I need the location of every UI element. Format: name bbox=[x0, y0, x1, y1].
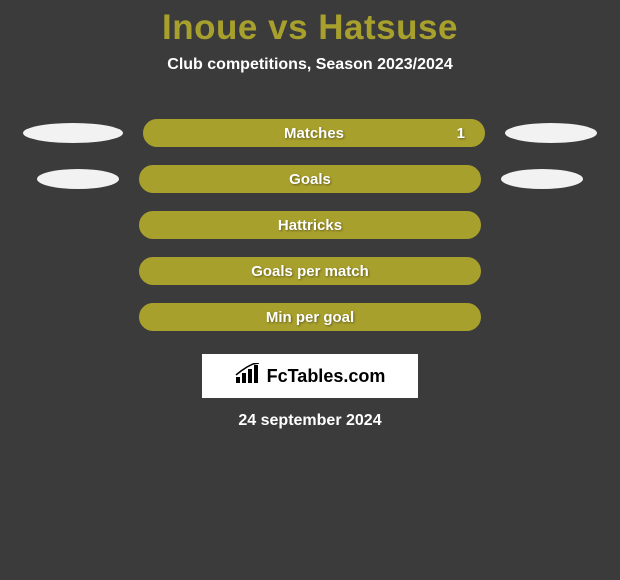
ellipse-right bbox=[501, 169, 583, 189]
date-text: 24 september 2024 bbox=[0, 412, 620, 430]
stat-label: Matches bbox=[284, 125, 344, 142]
stat-bar: Goals per match bbox=[139, 257, 481, 285]
stat-label: Hattricks bbox=[278, 217, 342, 234]
stat-row-min-per-goal: Min per goal bbox=[0, 294, 620, 340]
stat-bar: Hattricks bbox=[139, 211, 481, 239]
stat-row-hattricks: Hattricks bbox=[0, 202, 620, 248]
stat-bar: Min per goal bbox=[139, 303, 481, 331]
stat-bar: Matches 1 bbox=[143, 119, 485, 147]
comparison-infographic: Inoue vs Hatsuse Club competitions, Seas… bbox=[0, 0, 620, 580]
logo-box: FcTables.com bbox=[202, 354, 418, 398]
stat-label: Min per goal bbox=[266, 309, 354, 326]
stat-row-matches: Matches 1 bbox=[0, 110, 620, 156]
subtitle: Club competitions, Season 2023/2024 bbox=[0, 56, 620, 74]
page-title: Inoue vs Hatsuse bbox=[0, 0, 620, 48]
logo-text: FcTables.com bbox=[267, 366, 386, 387]
stat-bar: Goals bbox=[139, 165, 481, 193]
stat-rows: Matches 1 Goals Hattricks Goals p bbox=[0, 110, 620, 340]
stat-label: Goals bbox=[289, 171, 331, 188]
chart-icon bbox=[235, 363, 261, 390]
stat-value-right: 1 bbox=[457, 125, 465, 142]
ellipse-right bbox=[505, 123, 597, 143]
stat-row-goals-per-match: Goals per match bbox=[0, 248, 620, 294]
stat-label: Goals per match bbox=[251, 263, 369, 280]
stat-row-goals: Goals bbox=[0, 156, 620, 202]
ellipse-left bbox=[23, 123, 123, 143]
ellipse-left bbox=[37, 169, 119, 189]
